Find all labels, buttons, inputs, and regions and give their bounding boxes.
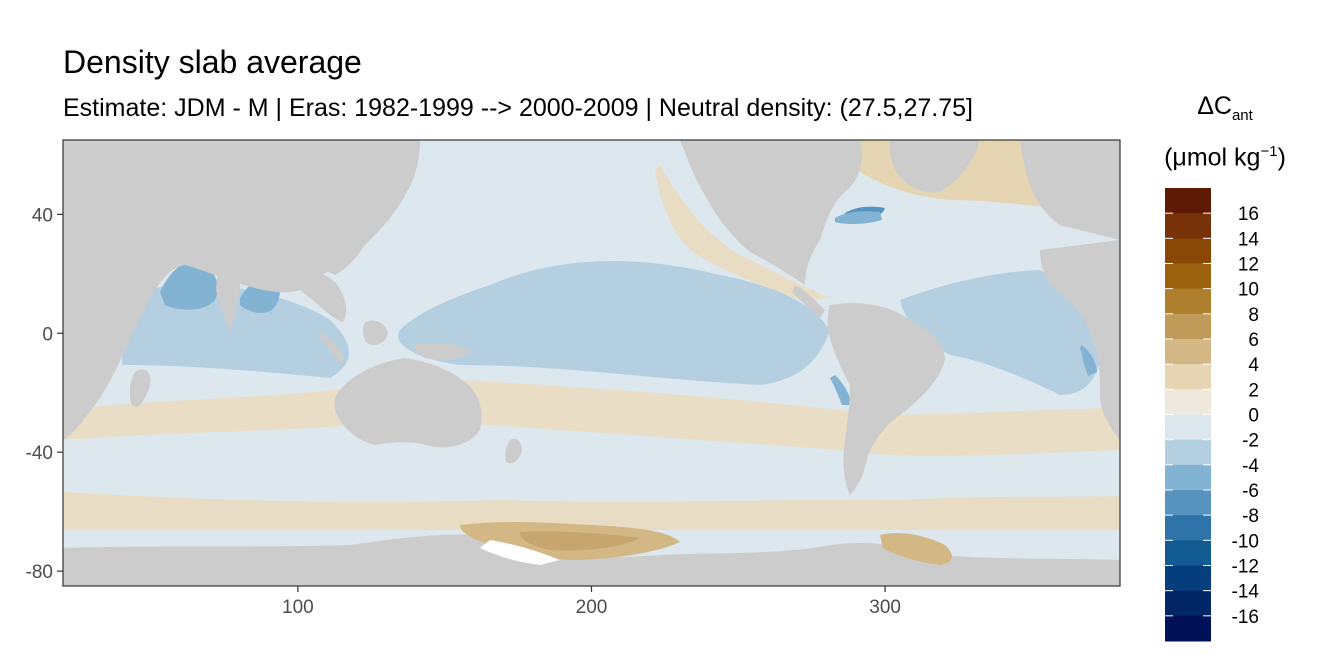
legend-color-swatch: [1165, 414, 1211, 441]
y-axis: 40 0 -40 -80: [26, 205, 63, 583]
ice-shelf: [480, 540, 560, 565]
region-equatorial-pacific: [398, 261, 830, 385]
region-brazil-coast: [1080, 345, 1097, 376]
land-north-america: [680, 140, 862, 285]
legend-label: -14: [1232, 582, 1260, 603]
legend-label: -8: [1242, 506, 1259, 527]
region-southern-ocean-band: [63, 492, 1120, 530]
legend-title: ΔCant: [1155, 90, 1295, 132]
legend-title-symbol: ΔC: [1197, 92, 1232, 120]
land-borneo: [362, 320, 388, 345]
legend-color-swatch: [1165, 540, 1211, 566]
land-greenland: [889, 140, 980, 193]
legend-units: (μmol kg−1): [1155, 136, 1295, 173]
legend-title-subscript: ant: [1231, 107, 1253, 124]
legend-color-swatch: [1165, 213, 1211, 239]
legend-label: -16: [1232, 607, 1259, 628]
y-tick-label: -80: [26, 562, 53, 583]
legend-color-swatch: [1165, 389, 1211, 415]
land-new-guinea: [414, 342, 470, 360]
chart-title: Density slab average: [63, 44, 362, 80]
map-panel: [62, 139, 1121, 587]
legend-color-swatch: [1165, 364, 1211, 390]
region-tropical-atlantic: [900, 270, 1100, 395]
land-madagascar: [129, 369, 151, 407]
y-tick-label: -40: [26, 443, 53, 464]
land-se-asia: [280, 265, 347, 322]
y-tick-label: 0: [42, 324, 53, 345]
land-antarctica: [63, 534, 1120, 586]
land-india: [216, 264, 240, 330]
legend-label: 16: [1238, 204, 1259, 225]
region-arabian-sea: [160, 261, 218, 310]
legend-label: -2: [1242, 431, 1259, 452]
legend-color-swatch: [1165, 188, 1211, 214]
x-tick-label: 100: [282, 597, 314, 618]
legend-label: 8: [1248, 305, 1259, 326]
legend-color-swatch: [1165, 464, 1211, 491]
legend-color-swatch: [1165, 313, 1211, 340]
land-asia-north: [177, 140, 420, 275]
legend-label: 6: [1248, 330, 1259, 351]
legend-label: -10: [1232, 531, 1259, 552]
legend-units-close: ): [1277, 143, 1286, 172]
land-central-america: [792, 285, 825, 318]
legend-units-superscript: −1: [1260, 143, 1278, 160]
legend-label: 14: [1238, 229, 1260, 250]
land-south-america: [827, 303, 945, 495]
region-labrador-sea-edge: [835, 211, 882, 225]
legend-label: 12: [1238, 255, 1259, 276]
region-peru-upwelling: [830, 375, 852, 405]
chart-subtitle: Estimate: JDM - M | Eras: 1982-1999 --> …: [63, 94, 973, 122]
legend-colorbar: 16 14 12 10 8 6 4 2 0 -2 -4 -6 -8 -10 -12 -14 -16: [1165, 188, 1259, 642]
land-europe: [1020, 140, 1120, 240]
region-ne-pacific-coastal: [655, 165, 830, 300]
legend-label: 4: [1248, 355, 1259, 376]
legend-label: 10: [1238, 280, 1259, 301]
legend-label: -12: [1232, 557, 1259, 578]
y-tick-label: 40: [32, 205, 53, 226]
legend-color-swatch: [1165, 615, 1211, 642]
x-tick-label: 200: [576, 597, 608, 618]
region-ross-sea-core: [520, 531, 640, 551]
land-sumatra: [318, 332, 345, 362]
x-tick-label: 300: [869, 597, 901, 618]
x-axis: 100 200 300: [282, 586, 901, 618]
legend-label: -6: [1242, 481, 1259, 502]
land-australia: [334, 358, 482, 448]
legend-color-swatch: [1165, 490, 1211, 516]
legend-units-main: (μmol kg: [1164, 143, 1261, 172]
legend-label: 2: [1248, 380, 1259, 401]
region-weddell-sea: [880, 533, 952, 565]
legend-color-swatch: [1165, 238, 1211, 264]
land: [63, 140, 1120, 586]
legend-color-swatch: [1165, 515, 1211, 541]
land-new-zealand: [505, 438, 522, 464]
legend-color-swatch: [1165, 565, 1211, 592]
legend-color-swatch: [1165, 439, 1211, 466]
legend-label: -4: [1242, 456, 1259, 477]
land-west-africa: [1040, 240, 1120, 440]
legend-color-swatch: [1165, 263, 1211, 290]
legend-label: 0: [1248, 406, 1259, 427]
legend-color-swatch: [1165, 288, 1211, 315]
legend-color-swatch: [1165, 339, 1211, 365]
legend-color-swatch: [1165, 590, 1211, 617]
